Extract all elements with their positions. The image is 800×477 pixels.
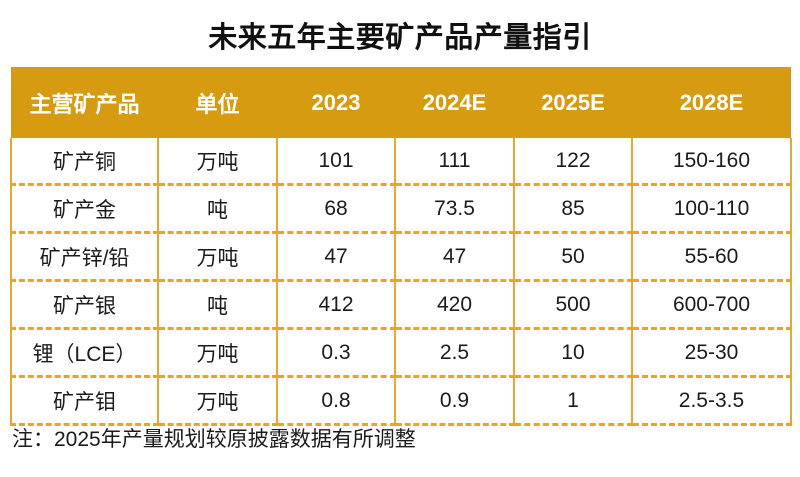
cell-product: 锂（LCE） [10,328,158,378]
cell-2024e: 47 [394,232,514,282]
cell-product: 矿产铜 [10,138,158,186]
column-header-unit: 单位 [158,67,277,138]
cell-2025e: 1 [513,376,632,426]
table-body: 矿产铜 万吨 101 111 122 150-160 矿产金 吨 68 73.5… [10,138,792,426]
cell-product: 矿产锌/铅 [10,232,158,282]
cell-2023: 47 [276,232,395,282]
column-header-2028e: 2028E [632,67,791,138]
column-header-2024e: 2024E [395,67,514,138]
cell-2028e: 150-160 [631,138,792,186]
cell-2025e: 122 [513,138,632,186]
column-header-product: 主营矿产品 [11,67,158,138]
cell-unit: 吨 [157,184,277,234]
cell-2025e: 500 [513,280,632,330]
column-header-2025e: 2025E [514,67,632,138]
cell-2028e: 600-700 [631,280,792,330]
production-guidance-table: 主营矿产品 单位 2023 2024E 2025E 2028E 矿产铜 万吨 1… [10,67,792,426]
cell-2023: 0.3 [276,328,395,378]
cell-2024e: 420 [394,280,514,330]
cell-unit: 万吨 [157,376,277,426]
cell-unit: 万吨 [157,138,277,186]
cell-2023: 68 [276,184,395,234]
header-row: 主营矿产品 单位 2023 2024E 2025E 2028E [11,67,791,138]
table-row-silver: 矿产银 吨 412 420 500 600-700 [10,280,792,330]
cell-2028e: 100-110 [631,184,792,234]
cell-2024e: 0.9 [394,376,514,426]
cell-product: 矿产金 [10,184,158,234]
cell-2023: 412 [276,280,395,330]
cell-product: 矿产钼 [10,376,158,426]
cell-2028e: 2.5-3.5 [631,376,792,426]
cell-2025e: 50 [513,232,632,282]
cell-product: 矿产银 [10,280,158,330]
table-row-zinc-lead: 矿产锌/铅 万吨 47 47 50 55-60 [10,232,792,282]
cell-unit: 万吨 [157,232,277,282]
cell-unit: 吨 [157,280,277,330]
cell-2023: 0.8 [276,376,395,426]
page-title: 未来五年主要矿产品产量指引 [208,22,592,54]
table-row-lithium: 锂（LCE） 万吨 0.3 2.5 10 25-30 [10,328,792,378]
table-row-molybdenum: 矿产钼 万吨 0.8 0.9 1 2.5-3.5 [10,376,792,426]
table-header: 主营矿产品 单位 2023 2024E 2025E 2028E [11,67,791,138]
cell-2024e: 111 [394,138,514,186]
cell-2024e: 2.5 [394,328,514,378]
cell-unit: 万吨 [157,328,277,378]
column-header-2023: 2023 [277,67,395,138]
footnote: 注：2025年产量规划较原披露数据有所调整 [12,428,416,451]
cell-2028e: 25-30 [631,328,792,378]
cell-2028e: 55-60 [631,232,792,282]
cell-2023: 101 [276,138,395,186]
cell-2025e: 10 [513,328,632,378]
cell-2025e: 85 [513,184,632,234]
table-row-copper: 矿产铜 万吨 101 111 122 150-160 [10,138,792,186]
table-row-gold: 矿产金 吨 68 73.5 85 100-110 [10,184,792,234]
cell-2024e: 73.5 [394,184,514,234]
